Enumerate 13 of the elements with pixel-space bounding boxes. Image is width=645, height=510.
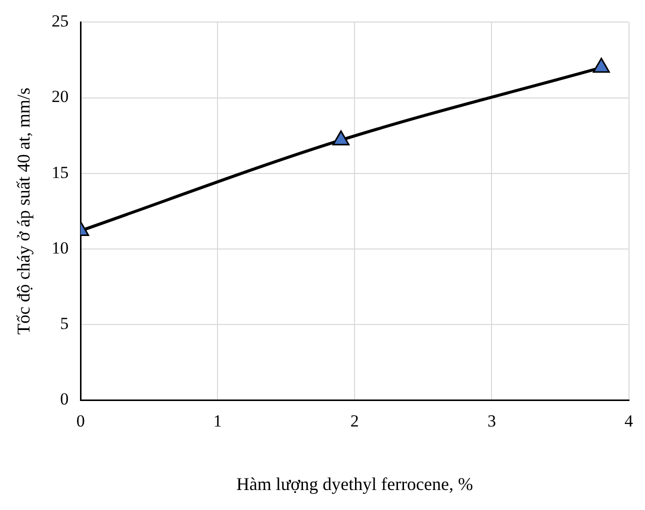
x-tick-label: 4 — [624, 412, 634, 431]
y-axis-title: Tốc độ cháy ở áp suất 40 at, mm/s — [14, 88, 34, 335]
x-tick-label: 3 — [487, 412, 496, 431]
y-tick-label: 0 — [60, 389, 69, 408]
x-tick-label: 2 — [350, 412, 359, 431]
y-tick-label: 20 — [52, 87, 69, 106]
y-tick-label: 10 — [52, 238, 69, 258]
x-tick-label: 0 — [76, 412, 85, 431]
y-tick-label: 5 — [60, 314, 69, 333]
y-tick-label: 25 — [52, 12, 69, 31]
y-tick-label: 15 — [52, 162, 69, 182]
x-tick-label: 1 — [213, 412, 222, 431]
x-axis-title: Hàm lượng dyethyl ferrocene, % — [236, 474, 474, 494]
